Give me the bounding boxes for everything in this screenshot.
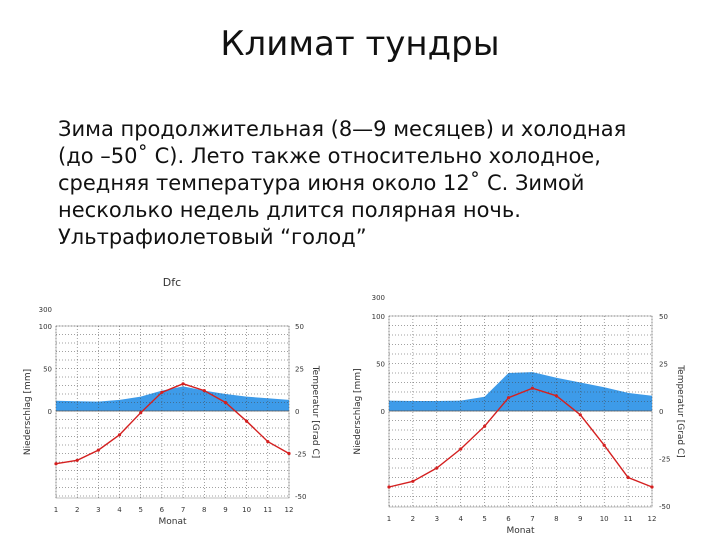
month-tick-label: 8 [554,515,558,523]
month-tick-label: 8 [202,506,206,514]
month-tick-label: 7 [530,515,534,523]
temperature-point [411,479,415,483]
temperature-point [650,485,654,489]
month-tick-label: 5 [138,506,142,514]
chart-frame [388,315,653,508]
body-line-3: средняя температура июня около 12˚ С. Зи… [58,171,585,195]
temp-tick-label: 25 [659,361,668,369]
month-tick-label: 7 [181,506,185,514]
temperature-point [75,458,79,462]
temperature-point [602,443,606,447]
precip-tick-label: 0 [48,408,52,416]
temperature-point [139,411,143,415]
temperature-point [530,386,535,390]
temperature-point [54,462,58,466]
month-tick-label: 11 [624,515,633,523]
month-tick-label: 11 [263,506,272,514]
precipitation-area [389,372,652,411]
temperature-point [117,433,122,437]
temp-tick-label: -50 [659,503,670,511]
temp-tick-label: 50 [295,323,304,331]
temperature-point [287,451,291,456]
precip-tick-label: 0 [381,408,385,416]
body-line-1: Зима продолжительная (8—9 месяцев) и хол… [58,117,627,141]
slide-title: Климат тундры [220,24,500,64]
temperature-point [223,400,228,405]
chart-frame [55,325,290,499]
month-tick-label: 12 [648,515,657,523]
precip-tick-label: 300 [372,294,385,302]
month-tick-label: 6 [506,515,511,523]
temperature-point [245,419,249,423]
precipitation-area [56,386,289,411]
temp-tick-label: 25 [295,366,304,374]
body-line-4: несколько недель длится полярная ночь. [58,198,521,222]
month-tick-label: 6 [160,506,165,514]
temp-tick-label: 0 [659,408,663,416]
month-tick-label: 2 [75,506,79,514]
temperature-point [181,382,185,386]
temperature-point [483,424,487,428]
x-axis-label: Monat [506,526,534,536]
temperature-point [266,440,270,444]
temp-tick-label: 50 [659,313,668,321]
y2-axis-label: Temperatur [Grad C] [675,364,685,458]
temperature-point [506,396,511,400]
precip-tick-label: 300 [39,306,52,314]
temp-tick-label: -25 [295,451,306,459]
temperature-point [96,448,100,452]
month-tick-label: 3 [435,515,439,523]
month-tick-label: 10 [600,515,609,523]
x-axis-label: Monat [158,517,186,527]
temp-tick-label: -50 [295,493,306,501]
temp-tick-label: -25 [659,456,670,464]
month-tick-label: 9 [578,515,582,523]
month-tick-label: 9 [223,506,227,514]
y2-axis-label: Temperatur [Grad C] [310,365,320,459]
temperature-point [554,394,558,398]
month-tick-label: 10 [242,506,251,514]
temperature-point [626,475,630,480]
precip-tick-label: 50 [376,361,385,369]
month-tick-label: 4 [458,515,463,523]
month-tick-label: 12 [285,506,294,514]
precip-tick-label: 100 [39,323,52,331]
slide-body-text: Зима продолжительная (8—9 месяцев) и хол… [58,116,698,251]
temperature-point [160,390,164,394]
temperature-point [435,466,439,470]
month-tick-label: 4 [117,506,122,514]
body-line-5: Ультрафиолетовый “голод” [58,225,367,249]
month-tick-label: 3 [96,506,100,514]
precip-tick-label: 50 [43,366,52,374]
month-tick-label: 1 [387,515,391,523]
month-tick-label: 5 [482,515,486,523]
month-tick-label: 2 [411,515,415,523]
temp-tick-label: 0 [295,408,299,416]
precip-tick-label: 100 [372,313,385,321]
temperature-point [578,413,582,417]
temperature-point [387,485,391,489]
y-axis-label: Niederschlag [mm] [353,368,363,454]
temperature-point [459,447,463,451]
body-line-2: (до –50˚ С). Лето также относительно хол… [58,144,601,168]
temperature-point [202,389,206,393]
chart-title: Dfc [163,276,181,289]
y-axis-label: Niederschlag [mm] [23,369,33,455]
temperature-line [388,387,653,488]
temperature-line [55,383,290,465]
month-tick-label: 1 [54,506,58,514]
